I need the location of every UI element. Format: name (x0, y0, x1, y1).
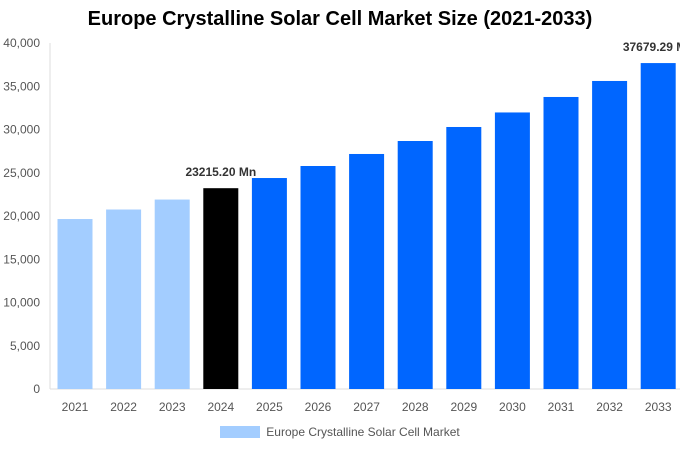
legend-label[interactable]: Europe Crystalline Solar Cell Market (266, 425, 460, 439)
bar-2029 (446, 126, 482, 389)
x-tick-label: 2022 (110, 400, 137, 414)
y-tick-label: 10,000 (3, 296, 40, 310)
bar-2033 (640, 63, 676, 389)
y-tick-label: 40,000 (3, 36, 40, 50)
y-tick-label: 30,000 (3, 123, 40, 137)
y-tick-label: 15,000 (3, 252, 40, 266)
bar-2026 (300, 166, 336, 389)
x-tick-label: 2026 (305, 400, 332, 414)
bar-2032 (592, 80, 628, 389)
x-tick-label: 2030 (499, 400, 526, 414)
data-label: 37679.29 Mn (623, 40, 680, 54)
chart-title: Europe Crystalline Solar Cell Market Siz… (87, 8, 593, 30)
x-tick-label: 2027 (353, 400, 380, 414)
x-tick-label: 2025 (256, 400, 283, 414)
bar-2022 (106, 209, 142, 389)
x-tick-label: 2032 (596, 400, 623, 414)
x-tick-label: 2024 (207, 400, 234, 414)
bar-2025 (251, 178, 287, 389)
y-tick-label: 20,000 (3, 209, 40, 223)
y-tick-label: 35,000 (3, 79, 40, 93)
x-tick-label: 2029 (450, 400, 477, 414)
y-tick-label: 25,000 (3, 166, 40, 180)
data-label: 23215.20 Mn (185, 165, 256, 179)
x-tick-label: 2031 (548, 400, 575, 414)
bar-2024 (203, 188, 239, 389)
bar-2023 (154, 199, 190, 389)
bar-2027 (349, 153, 385, 389)
bar-2031 (543, 96, 579, 389)
x-tick-label: 2033 (645, 400, 672, 414)
y-tick-label: 5,000 (10, 339, 40, 353)
x-tick-label: 2023 (159, 400, 186, 414)
x-tick-label: 2028 (402, 400, 429, 414)
legend: Europe Crystalline Solar Cell Market (0, 425, 680, 439)
legend-swatch (220, 426, 261, 438)
bar-2021 (57, 219, 93, 389)
y-tick-label: 0 (33, 382, 40, 396)
x-tick-label: 2021 (62, 400, 89, 414)
bar-2030 (494, 112, 530, 389)
bar-2028 (397, 141, 433, 389)
